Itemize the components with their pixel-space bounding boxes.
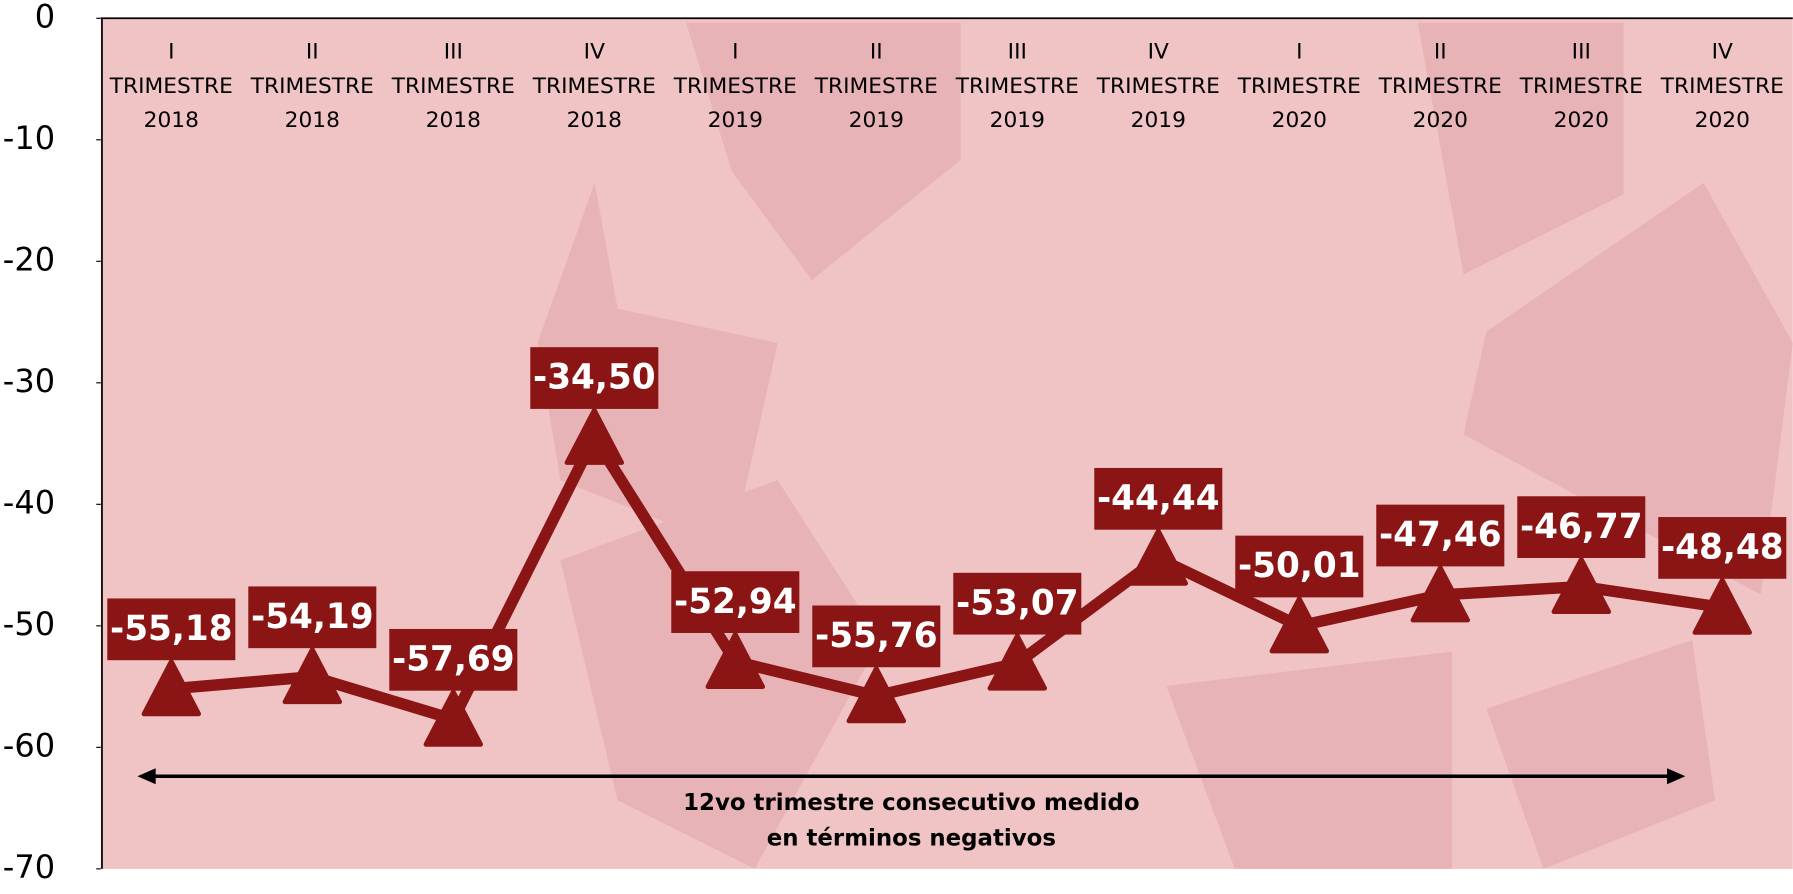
data-label: -52,94 [674,582,797,622]
x-tick-label-line: II [1434,40,1447,65]
data-label: -54,19 [251,597,374,637]
y-tick-label: -30 [3,362,55,400]
x-tick-label-line: TRIMESTRE [1660,74,1784,99]
x-tick-label-line: 2018 [567,108,622,133]
x-tick-label-line: TRIMESTRE [673,74,797,99]
x-tick-label-line: 2018 [285,108,340,133]
data-label: -48,48 [1661,528,1784,568]
x-tick-label-line: 2019 [708,108,763,133]
x-tick-label-line: TRIMESTRE [1096,74,1220,99]
x-tick-label-line: TRIMESTRE [532,74,656,99]
annotation: en términos negativos [767,826,1056,852]
x-tick-label-line: IV [1148,40,1169,65]
x-tick-label-line: TRIMESTRE [1378,74,1502,99]
x-tick-label-line: IV [1712,40,1733,65]
x-tick-label-line: TRIMESTRE [109,74,233,99]
data-label: -57,69 [392,639,515,679]
x-tick-label-line: TRIMESTRE [955,74,1079,99]
x-tick-label-line: I [168,40,174,65]
x-tick-label-line: 2020 [1554,108,1609,133]
x-tick-label-line: II [306,40,319,65]
x-tick-label-line: TRIMESTRE [250,74,374,99]
x-tick-label-line: 2018 [426,108,481,133]
y-tick-label: -70 [3,848,55,886]
x-tick-label-line: 2020 [1695,108,1750,133]
x-tick-label-line: III [1572,40,1591,65]
x-tick-label-line: I [732,40,738,65]
x-tick-label-line: TRIMESTRE [814,74,938,99]
annotation: 12vo trimestre consecutivo medido [683,790,1139,816]
x-tick-label-line: I [1296,40,1302,65]
x-tick-label-line: IV [584,40,605,65]
data-label: -50,01 [1238,546,1361,586]
data-label: -44,44 [1097,478,1220,518]
x-tick-label-line: III [444,40,463,65]
x-tick-label-line: III [1008,40,1027,65]
y-tick-label: -40 [3,483,55,521]
y-tick-label: 0 [35,0,55,35]
x-tick-label-line: TRIMESTRE [1519,74,1643,99]
x-tick-label-line: 2019 [849,108,904,133]
y-tick-label: -50 [3,605,55,643]
x-tick-label-line: 2019 [990,108,1045,133]
x-tick-label-line: II [870,40,883,65]
x-tick-label-line: TRIMESTRE [1237,74,1361,99]
chart: 12vo trimestre consecutivo medido en tér… [0,0,1793,894]
x-tick-label-line: 2020 [1272,108,1327,133]
data-label: -53,07 [956,583,1079,623]
x-tick-label-line: 2019 [1131,108,1186,133]
data-label: -55,76 [815,616,938,656]
data-label: -34,50 [533,358,656,398]
data-label: -55,18 [110,609,233,649]
y-tick-label: -10 [3,119,55,157]
data-label: -47,46 [1379,515,1502,555]
x-tick-label-line: TRIMESTRE [391,74,515,99]
x-tick-label-line: 2018 [144,108,199,133]
y-tick-label: -20 [3,240,55,278]
x-tick-label-line: 2020 [1413,108,1468,133]
data-label: -46,77 [1520,507,1643,547]
y-tick-label: -60 [3,726,55,764]
